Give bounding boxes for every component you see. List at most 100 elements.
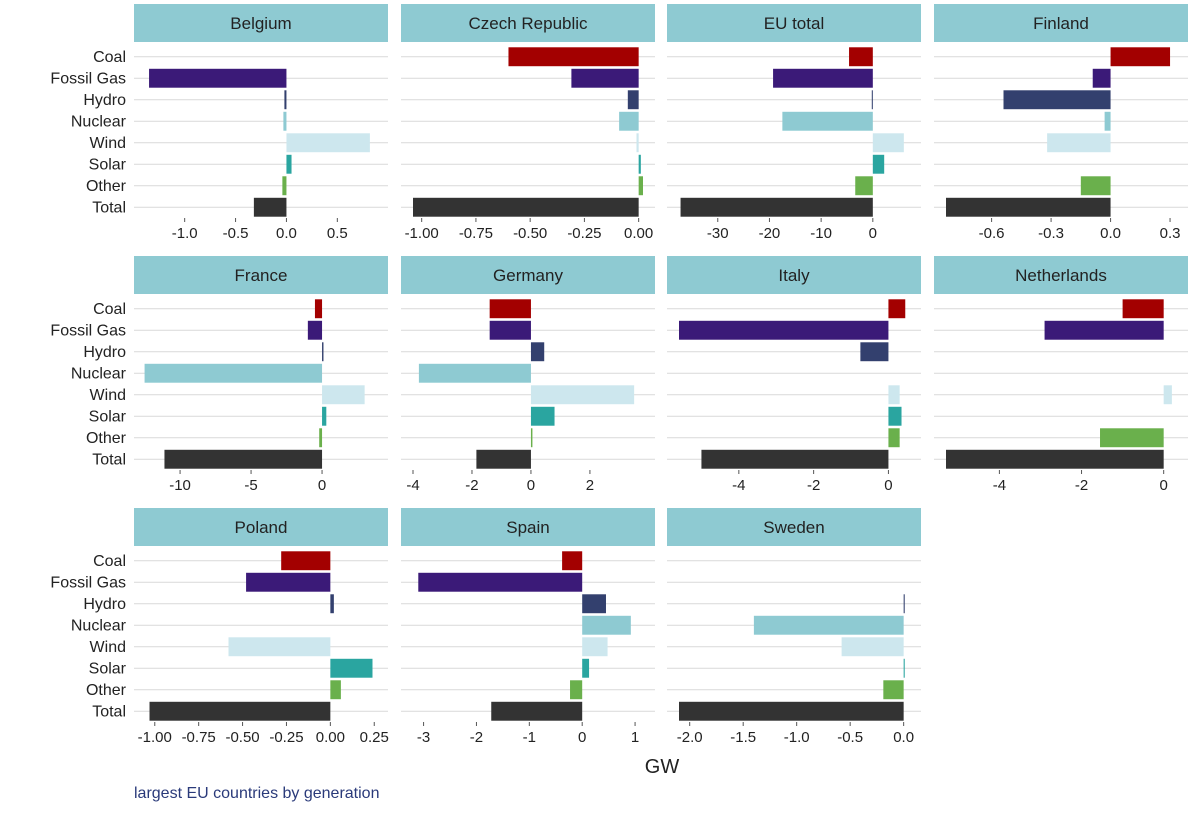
bar-nuclear xyxy=(144,363,323,383)
facet-strip-label: France xyxy=(235,266,288,285)
bar-fossil-gas xyxy=(418,572,583,592)
facet-strip xyxy=(401,4,655,42)
bar-total xyxy=(946,449,1164,469)
bar-hydro xyxy=(871,90,873,110)
y-category-label: Solar xyxy=(89,660,127,677)
x-tick-label: 0 xyxy=(318,477,326,494)
bar-wind xyxy=(228,637,331,657)
bar-nuclear xyxy=(283,111,287,131)
bar-hydro xyxy=(903,594,905,614)
y-category-label: Other xyxy=(86,430,127,447)
facet-strip xyxy=(667,4,921,42)
x-tick-label: -0.75 xyxy=(182,729,216,746)
bar-total xyxy=(491,701,583,721)
x-tick-label: 0.3 xyxy=(1160,225,1181,242)
x-tick-label: 1 xyxy=(631,729,639,746)
bar-wind xyxy=(322,385,365,405)
bar-hydro xyxy=(627,90,639,110)
bar-fossil-gas xyxy=(1044,320,1164,340)
bar-wind xyxy=(1163,385,1172,405)
y-category-label: Nuclear xyxy=(71,365,127,382)
bar-solar xyxy=(322,406,327,426)
x-tick-label: -3 xyxy=(417,729,430,746)
x-tick-label: -0.75 xyxy=(459,225,493,242)
bar-solar xyxy=(286,154,292,174)
bar-other xyxy=(638,176,643,196)
bar-total xyxy=(701,449,889,469)
y-category-label: Nuclear xyxy=(71,113,127,130)
bar-fossil-gas xyxy=(149,68,287,88)
x-tick-label: -0.50 xyxy=(225,729,259,746)
x-tick-label: -2 xyxy=(807,477,820,494)
facet-strip xyxy=(667,508,921,546)
bar-other xyxy=(855,176,873,196)
facet-strip xyxy=(134,508,388,546)
x-tick-label: 0 xyxy=(1160,477,1168,494)
x-tick-label: -2 xyxy=(470,729,483,746)
facet-strip xyxy=(401,256,655,294)
facet-strip-label: Italy xyxy=(778,266,810,285)
y-category-label: Hydro xyxy=(83,596,126,613)
bar-coal xyxy=(489,299,531,319)
facet-panel: Poland -1.00 -0.75 -0.50 -0.25 0.00 0.25 Coal Fo… xyxy=(50,508,389,746)
x-tick-label: -2.0 xyxy=(677,729,703,746)
y-category-label: Fossil Gas xyxy=(50,574,126,591)
facet-panel: EU total -30 -20 -10 0 xyxy=(667,4,921,242)
bar-fossil-gas xyxy=(246,572,331,592)
x-tick-label: 0.00 xyxy=(624,225,653,242)
facet-strip-label: Spain xyxy=(506,518,549,537)
facet-strip-label: Sweden xyxy=(763,518,824,537)
x-tick-label: -0.5 xyxy=(837,729,863,746)
y-category-label: Nuclear xyxy=(71,617,127,634)
bar-nuclear xyxy=(1104,111,1111,131)
y-category-label: Other xyxy=(86,178,127,195)
x-tick-label: 0.0 xyxy=(1100,225,1121,242)
y-category-label: Coal xyxy=(93,301,126,318)
y-category-label: Wind xyxy=(90,639,126,656)
y-category-label: Hydro xyxy=(83,344,126,361)
bar-other xyxy=(282,176,287,196)
bar-solar xyxy=(330,658,373,678)
x-tick-label: 0 xyxy=(578,729,586,746)
x-tick-label: 0.00 xyxy=(316,729,345,746)
bar-coal xyxy=(1122,299,1164,319)
x-tick-label: 0 xyxy=(884,477,892,494)
x-tick-label: -1.0 xyxy=(784,729,810,746)
bar-wind xyxy=(872,133,904,153)
bar-nuclear xyxy=(753,615,904,635)
facet-panel: Sweden -2.0 -1.5 -1.0 -0.5 0.0 xyxy=(667,508,921,746)
y-category-label: Solar xyxy=(89,408,127,425)
bar-solar xyxy=(888,406,902,426)
facet-panel: Finland -0.6 -0.3 0.0 0.3 xyxy=(934,4,1188,242)
x-tick-label: 0 xyxy=(527,477,535,494)
y-category-label: Total xyxy=(92,703,126,720)
bar-other xyxy=(888,428,900,448)
y-category-label: Other xyxy=(86,682,127,699)
bar-nuclear xyxy=(619,111,639,131)
x-tick-label: 0.0 xyxy=(893,729,914,746)
bar-solar xyxy=(530,406,555,426)
bar-wind xyxy=(841,637,904,657)
x-tick-label: -2 xyxy=(1075,477,1088,494)
bar-hydro xyxy=(860,342,889,362)
bar-solar xyxy=(872,154,885,174)
bar-wind xyxy=(636,133,639,153)
y-category-label: Coal xyxy=(93,49,126,66)
bar-other xyxy=(330,680,341,700)
facet-panel: Spain -3 -2 -1 0 1 xyxy=(401,508,655,746)
bar-total xyxy=(946,197,1111,217)
bar-total xyxy=(679,701,904,721)
x-tick-label: 0 xyxy=(869,225,877,242)
bar-coal xyxy=(888,299,906,319)
bar-coal xyxy=(281,551,331,571)
x-tick-label: -10 xyxy=(810,225,832,242)
x-tick-label: -5 xyxy=(244,477,257,494)
x-tick-label: -0.5 xyxy=(223,225,249,242)
bar-nuclear xyxy=(582,615,631,635)
bar-fossil-gas xyxy=(571,68,639,88)
facet-strip-label: Belgium xyxy=(230,14,291,33)
x-tick-label: -20 xyxy=(759,225,781,242)
bar-hydro xyxy=(322,342,324,362)
bar-total xyxy=(680,197,873,217)
